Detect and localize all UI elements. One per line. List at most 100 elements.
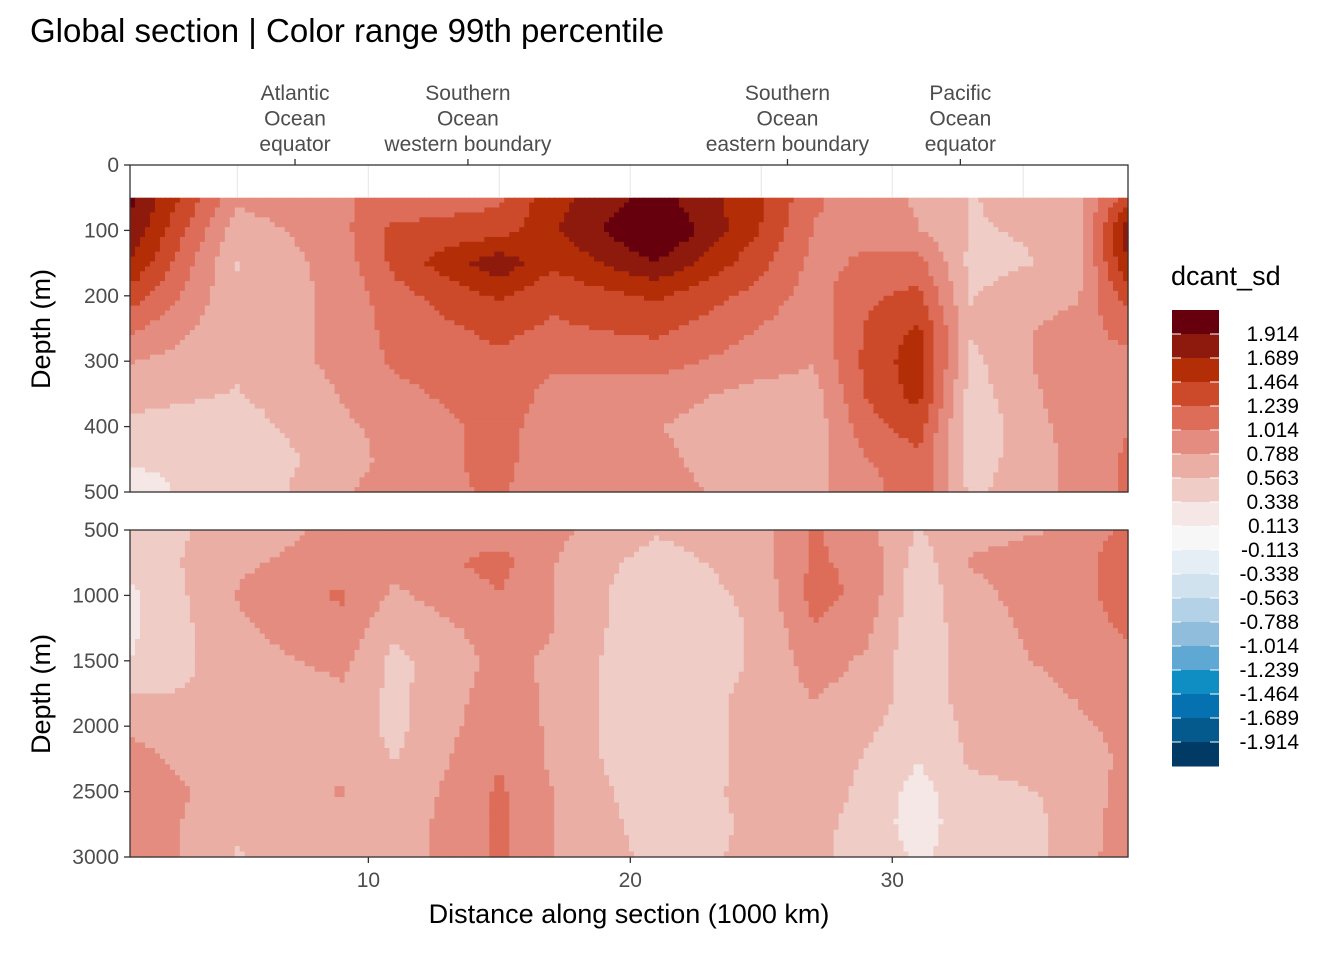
upper-contour-cell xyxy=(743,241,750,248)
upper-contour-cell xyxy=(753,310,760,317)
upper-contour-cell xyxy=(688,207,695,214)
upper-contour-cell xyxy=(1018,207,1024,214)
upper-contour-cell xyxy=(798,217,805,223)
upper-contour-cell xyxy=(923,246,929,253)
upper-contour-cell xyxy=(658,271,665,277)
upper-contour-cell xyxy=(549,310,555,317)
upper-contour-cell xyxy=(219,276,226,282)
upper-contour-cell xyxy=(708,315,715,321)
upper-contour-cell xyxy=(359,241,366,248)
upper-contour-cell xyxy=(459,290,465,297)
upper-contour-cell xyxy=(1013,271,1019,277)
upper-contour-cell xyxy=(693,285,700,292)
upper-contour-cell xyxy=(549,236,555,243)
upper-contour-cell xyxy=(1053,222,1059,228)
upper-contour-cell xyxy=(179,315,186,321)
upper-contour-cell xyxy=(194,246,201,253)
upper-contour-cell xyxy=(414,276,421,282)
upper-contour-cell xyxy=(414,295,421,302)
upper-contour-cell xyxy=(773,266,780,272)
upper-contour-cell xyxy=(953,217,959,223)
upper-contour-cell xyxy=(1023,281,1029,287)
upper-contour-cell xyxy=(738,310,745,317)
upper-contour-cell xyxy=(748,315,755,321)
upper-contour-cell xyxy=(319,300,326,307)
upper-contour-cell xyxy=(429,256,435,263)
upper-contour-cell xyxy=(449,222,455,228)
upper-contour-cell xyxy=(978,217,984,223)
upper-contour-cell xyxy=(239,315,246,321)
upper-contour-cell xyxy=(818,222,825,228)
upper-contour-cell xyxy=(509,246,515,253)
upper-contour-cell xyxy=(494,266,500,272)
upper-contour-cell xyxy=(344,266,351,272)
upper-contour-cell xyxy=(554,232,560,238)
upper-contour-cell xyxy=(673,222,680,228)
upper-contour-cell xyxy=(738,246,745,253)
upper-contour-cell xyxy=(808,256,815,263)
upper-contour-cell xyxy=(349,271,356,277)
upper-contour-cell xyxy=(134,281,141,287)
upper-contour-cell xyxy=(164,207,171,214)
upper-contour-cell xyxy=(823,305,830,312)
upper-contour-cell xyxy=(559,276,565,282)
upper-contour-cell xyxy=(918,281,925,287)
upper-contour-cell xyxy=(404,251,411,258)
upper-contour-cell xyxy=(564,207,570,214)
upper-contour-cell xyxy=(1028,227,1034,233)
upper-contour-cell xyxy=(903,217,910,223)
upper-contour-cell xyxy=(708,305,715,312)
upper-contour-cell xyxy=(509,232,515,238)
upper-contour-cell xyxy=(973,261,979,267)
upper-contour-cell xyxy=(868,276,875,282)
upper-contour-cell xyxy=(249,271,256,277)
upper-contour-cell xyxy=(978,310,984,317)
upper-contour-cell xyxy=(1038,241,1044,248)
upper-contour-cell xyxy=(169,227,176,233)
upper-contour-cell xyxy=(604,217,610,223)
upper-contour-cell xyxy=(304,271,311,277)
upper-contour-cell xyxy=(579,271,585,277)
upper-contour-cell xyxy=(688,236,695,243)
upper-contour-cell xyxy=(788,251,795,258)
upper-contour-cell xyxy=(763,232,770,238)
upper-contour-cell xyxy=(284,305,291,312)
upper-contour-cell xyxy=(389,271,396,277)
upper-contour-cell xyxy=(419,261,426,267)
upper-contour-cell xyxy=(614,285,620,292)
upper-contour-cell xyxy=(434,315,440,321)
upper-contour-cell xyxy=(184,310,191,317)
upper-contour-cell xyxy=(504,207,510,214)
upper-contour-cell xyxy=(399,285,406,292)
upper-contour-cell xyxy=(888,251,895,258)
upper-contour-cell xyxy=(708,290,715,297)
upper-contour-cell xyxy=(319,271,326,277)
upper-contour-cell xyxy=(838,207,845,214)
upper-contour-cell xyxy=(698,305,705,312)
upper-contour-cell xyxy=(903,212,910,218)
upper-contour-cell xyxy=(424,300,430,307)
upper-contour-cell xyxy=(1068,261,1074,267)
upper-contour-cell xyxy=(249,236,256,243)
upper-contour-cell xyxy=(738,266,745,272)
upper-contour-cell xyxy=(903,310,910,317)
upper-contour-cell xyxy=(249,290,256,297)
upper-contour-cell xyxy=(319,246,326,253)
upper-contour-fill xyxy=(130,197,1129,493)
upper-contour-cell xyxy=(194,305,201,312)
upper-contour-cell xyxy=(254,232,261,238)
upper-contour-cell xyxy=(399,251,406,258)
upper-contour-cell xyxy=(159,227,166,233)
upper-contour-cell xyxy=(1008,236,1014,243)
upper-contour-cell xyxy=(853,256,860,263)
upper-contour-cell xyxy=(359,271,366,277)
upper-contour-cell xyxy=(599,266,605,272)
upper-contour-cell xyxy=(444,222,450,228)
upper-contour-cell xyxy=(853,227,860,233)
upper-contour-cell xyxy=(663,227,670,233)
upper-contour-cell xyxy=(638,271,645,277)
upper-contour-cell xyxy=(1098,207,1104,214)
upper-contour-cell xyxy=(713,276,720,282)
upper-contour-cell xyxy=(908,261,915,267)
upper-contour-cell xyxy=(783,305,790,312)
